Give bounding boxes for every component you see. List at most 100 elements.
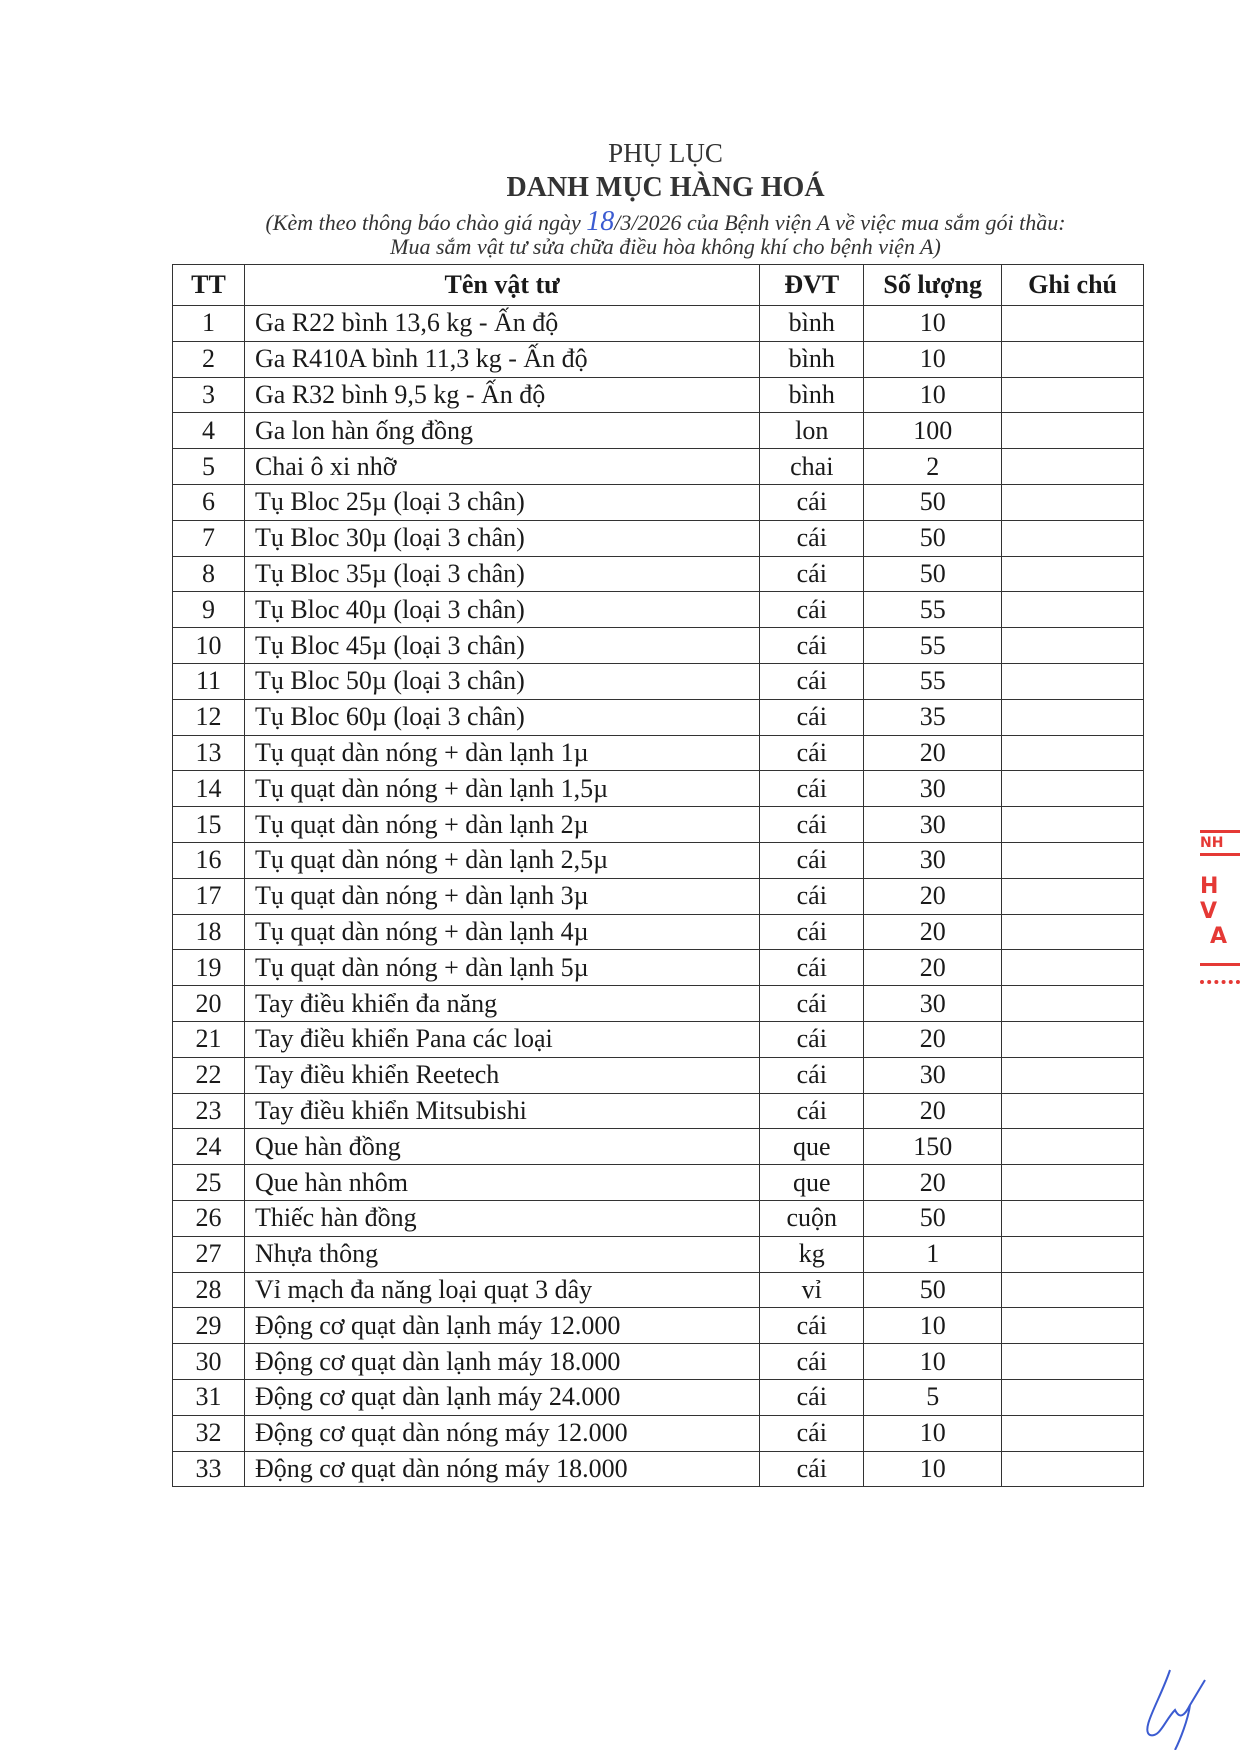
column-header: Số lượng: [863, 264, 1003, 306]
table-row: 24 Que hàn đồng que 150: [172, 1128, 1144, 1166]
unit: cái: [759, 949, 865, 987]
signature: [1146, 1669, 1206, 1750]
table-row: 18 Tụ quạt dàn nóng + dàn lạnh 4µ cái 20: [172, 913, 1144, 951]
note: [1001, 519, 1144, 557]
table-row: 14 Tụ quạt dàn nóng + dàn lạnh 1,5µ cái 30: [172, 770, 1144, 808]
subtitle-line-1: (Kèm theo thông báo chào giá ngày 18/3/2…: [0, 206, 1241, 238]
note: [1001, 1128, 1144, 1166]
table-row: 28 Vỉ mạch đa năng loại quạt 3 dây vỉ 50: [172, 1271, 1144, 1309]
column-header: Tên vật tư: [243, 264, 761, 306]
unit: cái: [759, 734, 865, 772]
row-number: 25: [172, 1164, 245, 1201]
note: [1001, 913, 1144, 951]
quantity: 50: [863, 555, 1003, 593]
unit: cái: [759, 1020, 865, 1058]
row-number: 21: [172, 1020, 245, 1058]
item-name: Tụ quạt dàn nóng + dàn lạnh 4µ: [243, 913, 761, 951]
row-number: 26: [172, 1199, 245, 1237]
row-number: 17: [172, 877, 245, 915]
unit: cái: [759, 770, 865, 808]
unit: que: [759, 1164, 865, 1201]
note: [1001, 1020, 1144, 1058]
unit: cái: [759, 519, 865, 557]
quantity: 10: [863, 1307, 1003, 1345]
item-name: Tay điều khiển Pana các loại: [243, 1020, 761, 1058]
item-name: Tụ Bloc 50µ (loại 3 chân): [243, 662, 761, 700]
note: [1001, 1343, 1144, 1380]
row-number: 12: [172, 698, 245, 736]
quantity: 55: [863, 662, 1003, 700]
item-name: Động cơ quạt dàn nóng máy 12.000: [243, 1414, 761, 1452]
row-number: 33: [172, 1450, 245, 1488]
unit: cái: [759, 1056, 865, 1094]
subtitle-suffix: /3/2026 của Bệnh viện A về việc mua sắm …: [614, 210, 1066, 235]
table-row: 20 Tay điều khiển đa năng cái 30: [172, 985, 1144, 1022]
table-row: 5 Chai ô xi nhỡ chai 2: [172, 448, 1144, 485]
item-name: Ga R410A bình 11,3 kg - Ấn độ: [243, 340, 761, 378]
row-number: 24: [172, 1128, 245, 1166]
row-number: 28: [172, 1271, 245, 1309]
row-number: 20: [172, 985, 245, 1022]
note: [1001, 1378, 1144, 1416]
stamp-mark: [1200, 963, 1240, 984]
stamp-text-1: NH: [1200, 830, 1240, 856]
subtitle-line-2: Mua sắm vật tư sửa chữa điều hòa không k…: [390, 234, 941, 259]
column-header: TT: [172, 264, 245, 306]
unit: cái: [759, 1414, 865, 1452]
table-row: 15 Tụ quạt dàn nóng + dàn lạnh 2µ cái 30: [172, 806, 1144, 843]
quantity: 50: [863, 483, 1003, 521]
note: [1001, 949, 1144, 987]
table-row: 22 Tay điều khiển Reetech cái 30: [172, 1056, 1144, 1094]
table-row: 26 Thiếc hàn đồng cuộn 50: [172, 1199, 1144, 1237]
item-name: Động cơ quạt dàn lạnh máy 12.000: [243, 1307, 761, 1345]
note: [1001, 662, 1144, 700]
item-name: Tụ quạt dàn nóng + dàn lạnh 2µ: [243, 806, 761, 843]
stamp-text-2: H V: [1200, 874, 1219, 924]
row-number: 2: [172, 340, 245, 378]
quantity: 150: [863, 1128, 1003, 1166]
appendix-title: PHỤ LỤC: [608, 138, 723, 168]
note: [1001, 555, 1144, 593]
note: [1001, 806, 1144, 843]
table-row: 9 Tụ Bloc 40µ (loại 3 chân) cái 55: [172, 591, 1144, 629]
item-name: Ga R22 bình 13,6 kg - Ấn độ: [243, 305, 761, 342]
row-number: 5: [172, 448, 245, 485]
table-row: 3 Ga R32 bình 9,5 kg - Ấn độ bình 10: [172, 376, 1144, 414]
table-row: 30 Động cơ quạt dàn lạnh máy 18.000 cái 10: [172, 1343, 1144, 1380]
item-name: Tay điều khiển Mitsubishi: [243, 1092, 761, 1130]
table-row: 2 Ga R410A bình 11,3 kg - Ấn độ bình 10: [172, 340, 1144, 378]
note: [1001, 483, 1144, 521]
unit: cái: [759, 1450, 865, 1488]
item-name: Ga R32 bình 9,5 kg - Ấn độ: [243, 376, 761, 414]
quantity: 10: [863, 1343, 1003, 1380]
stamp-text-3: A: [1210, 924, 1228, 949]
item-name: Động cơ quạt dàn lạnh máy 18.000: [243, 1343, 761, 1380]
row-number: 32: [172, 1414, 245, 1452]
row-number: 30: [172, 1343, 245, 1380]
quantity: 20: [863, 1020, 1003, 1058]
table-row: 27 Nhựa thông kg 1: [172, 1235, 1144, 1273]
table-row: 29 Động cơ quạt dàn lạnh máy 12.000 cái 10: [172, 1307, 1144, 1345]
row-number: 31: [172, 1378, 245, 1416]
unit: cái: [759, 698, 865, 736]
note: [1001, 1271, 1144, 1309]
table-row: 17 Tụ quạt dàn nóng + dàn lạnh 3µ cái 20: [172, 877, 1144, 915]
quantity: 30: [863, 985, 1003, 1022]
item-name: Tụ Bloc 60µ (loại 3 chân): [243, 698, 761, 736]
unit: cái: [759, 1343, 865, 1380]
item-name: Tay điều khiển đa năng: [243, 985, 761, 1022]
quantity: 10: [863, 1414, 1003, 1452]
row-number: 6: [172, 483, 245, 521]
unit: cái: [759, 662, 865, 700]
red-stamp: NH H V A: [1200, 830, 1241, 984]
note: [1001, 1056, 1144, 1094]
table-row: 19 Tụ quạt dàn nóng + dàn lạnh 5µ cái 20: [172, 949, 1144, 987]
quantity: 30: [863, 841, 1003, 879]
table-row: 25 Que hàn nhôm que 20: [172, 1164, 1144, 1201]
unit: kg: [759, 1235, 865, 1273]
table-header-row: TT Tên vật tư ĐVT Số lượng Ghi chú: [172, 264, 1144, 306]
unit: cuộn: [759, 1199, 865, 1237]
quantity: 30: [863, 770, 1003, 808]
table-row: 12 Tụ Bloc 60µ (loại 3 chân) cái 35: [172, 698, 1144, 736]
quantity: 35: [863, 698, 1003, 736]
